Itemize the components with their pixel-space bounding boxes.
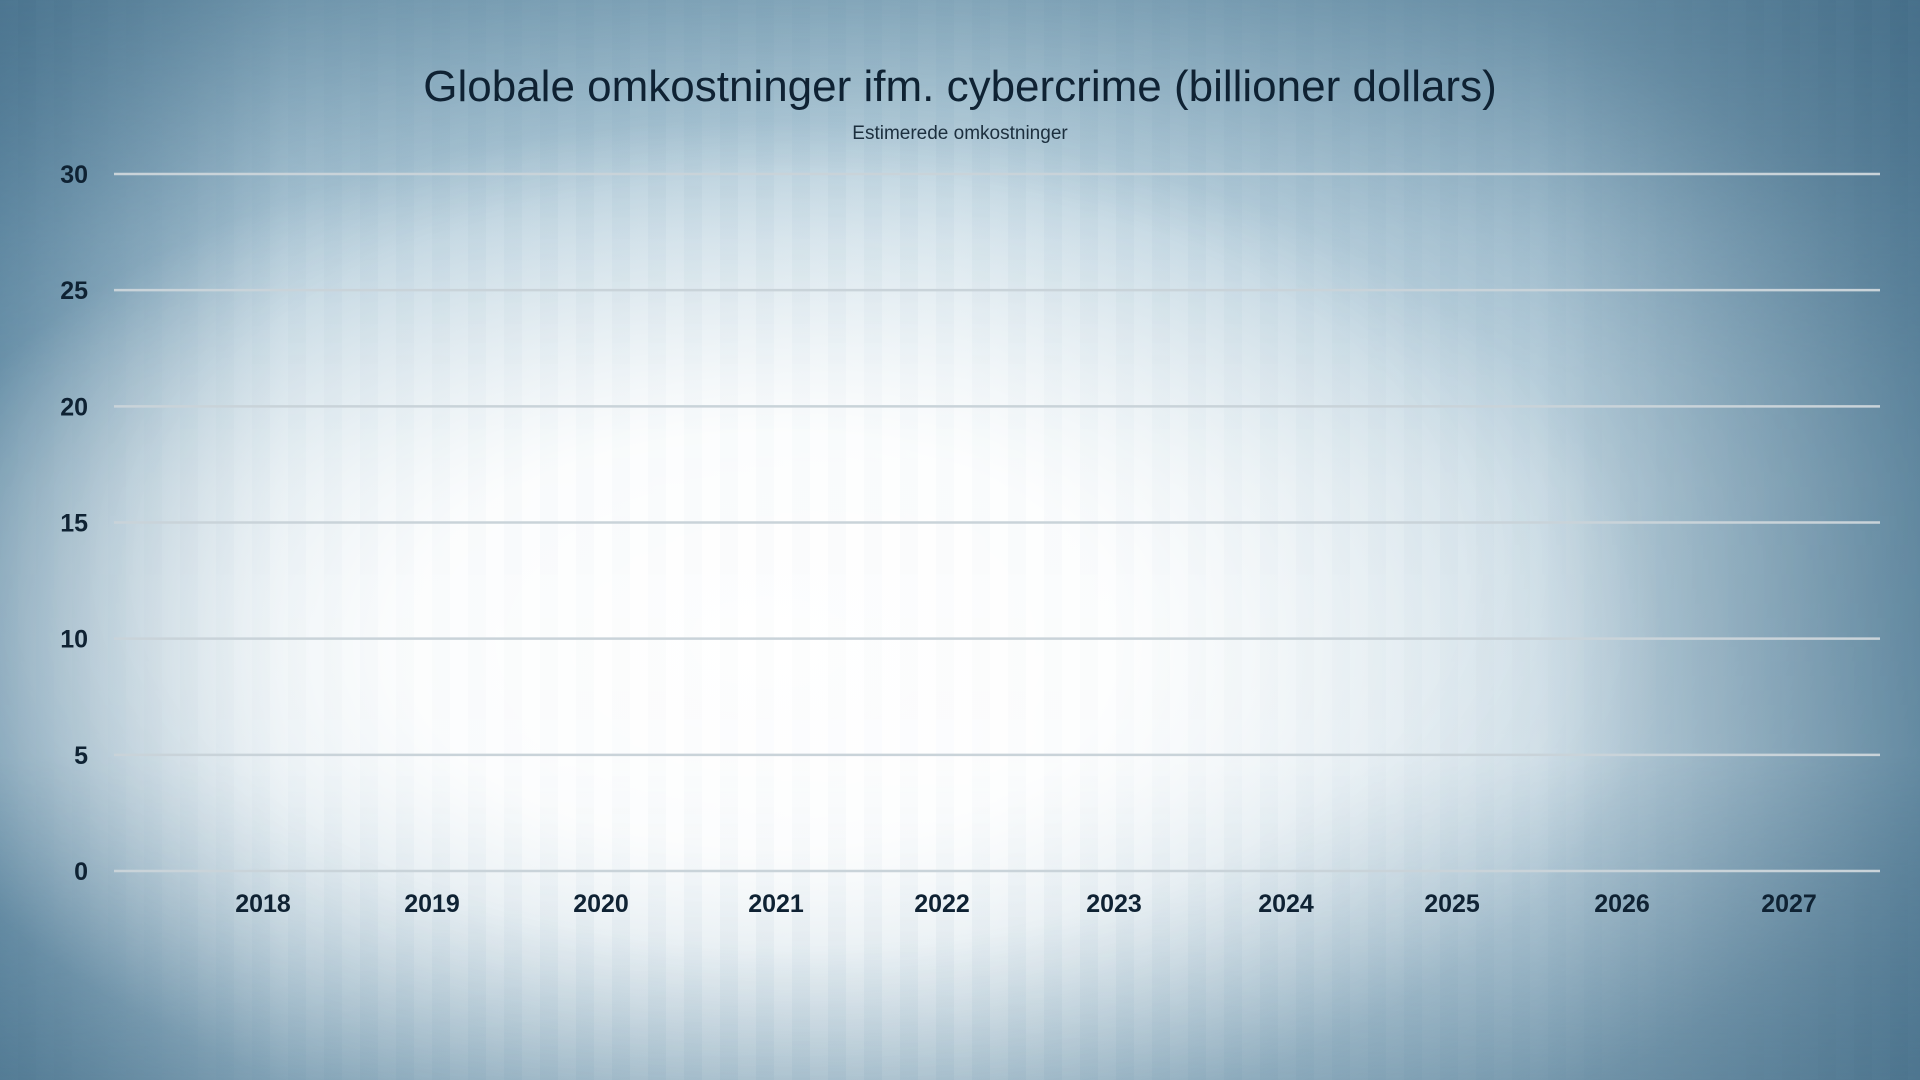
chart-subtitle: Estimerede omkostninger: [852, 123, 1068, 144]
x-tick-label: 2027: [1761, 890, 1817, 918]
x-tick-label: 2020: [573, 890, 629, 918]
y-tick-label: 30: [60, 161, 88, 189]
x-tick-label: 2019: [404, 890, 460, 918]
y-tick-label: 5: [74, 742, 88, 770]
y-tick-label: 10: [60, 626, 88, 654]
x-tick-label: 2023: [1086, 890, 1142, 918]
x-tick-label: 2018: [235, 890, 291, 918]
chart-title: Globale omkostninger ifm. cybercrime (bi…: [423, 62, 1497, 111]
x-tick-label: 2022: [914, 890, 970, 918]
y-tick-label: 20: [60, 393, 88, 421]
x-tick-label: 2024: [1258, 890, 1314, 918]
x-tick-label: 2026: [1594, 890, 1650, 918]
y-tick-label: 0: [74, 858, 88, 886]
x-tick-label: 2025: [1424, 890, 1480, 918]
x-tick-label: 2021: [748, 890, 804, 918]
y-tick-label: 25: [60, 277, 88, 305]
y-tick-label: 15: [60, 510, 88, 538]
